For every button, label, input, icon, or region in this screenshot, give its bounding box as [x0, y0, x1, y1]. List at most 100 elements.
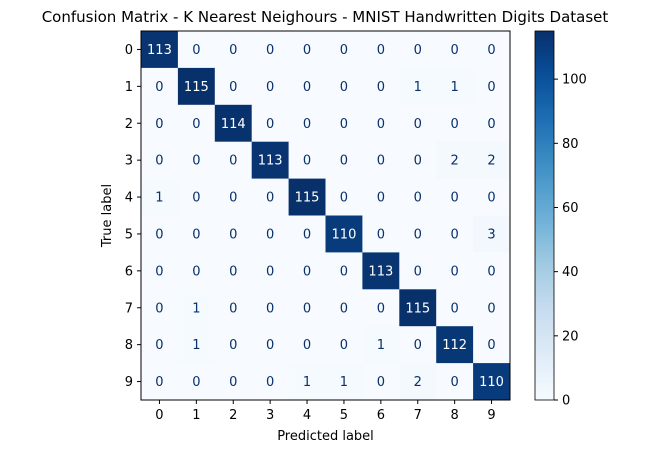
heatmap-cell-7-9 [473, 289, 511, 327]
cell-value-1-8: 1 [451, 80, 459, 95]
heatmap-cell-3-4 [288, 141, 326, 179]
heatmap-cell-3-2 [214, 141, 253, 179]
cell-value-0-2: 0 [229, 43, 237, 58]
cell-value-3-3: 113 [258, 154, 283, 169]
heatmap-cell-7-0 [141, 289, 179, 327]
cell-value-0-8: 0 [451, 43, 459, 58]
heatmap-cell-8-7 [399, 326, 437, 364]
cell-value-3-5: 0 [340, 154, 348, 169]
colorbar-ticks: 0 20 40 60 80 100 [554, 73, 587, 409]
heatmap-cell-2-0 [141, 104, 179, 143]
heatmap-cell-1-7 [399, 67, 437, 106]
cell-value-5-4: 0 [303, 227, 311, 242]
cell-value-5-9: 3 [487, 227, 495, 242]
cell-value-9-1: 0 [192, 375, 200, 390]
heatmap-cell-4-8 [436, 178, 474, 216]
cell-value-7-7: 115 [405, 301, 430, 316]
heatmap-cell-4-7 [399, 178, 437, 216]
heatmap-cell-6-2 [214, 252, 253, 290]
cell-value-6-0: 0 [155, 264, 163, 279]
cell-value-7-0: 0 [155, 301, 163, 316]
cell-value-3-1: 0 [192, 154, 200, 169]
heatmap-cell-4-2 [214, 178, 253, 216]
heatmap-cell-6-1 [177, 252, 216, 290]
cell-value-7-8: 0 [451, 301, 459, 316]
cell-value-7-1: 1 [192, 301, 200, 316]
cell-value-8-3: 0 [266, 338, 274, 353]
cell-value-2-3: 0 [266, 117, 274, 132]
x-tick-label-3: 3 [266, 408, 274, 423]
cell-value-7-2: 0 [229, 301, 237, 316]
cell-value-3-0: 0 [155, 154, 163, 169]
heatmap-cell-9-8 [436, 363, 474, 401]
heatmap-cell-6-5 [325, 252, 363, 290]
heatmap-cell-2-7 [399, 104, 437, 143]
heatmap-cell-6-3 [251, 252, 289, 290]
heatmap-cell-5-0 [141, 215, 179, 253]
heatmap-cell-5-1 [177, 215, 216, 253]
cell-value-8-6: 1 [377, 338, 385, 353]
cell-value-8-7: 0 [414, 338, 422, 353]
cell-value-7-5: 0 [340, 301, 348, 316]
heatmap-cell-6-7 [399, 252, 437, 290]
cell-value-7-4: 0 [303, 301, 311, 316]
heatmap-cell-7-2 [214, 289, 253, 327]
cell-value-5-1: 0 [192, 227, 200, 242]
cell-value-1-6: 0 [377, 80, 385, 95]
heatmap-cell-9-7 [399, 363, 437, 401]
y-axis-label: True label [100, 184, 115, 248]
cell-value-1-2: 0 [229, 80, 237, 95]
cell-value-1-3: 0 [266, 80, 274, 95]
chart-title: Confusion Matrix - K Nearest Neighours -… [42, 8, 609, 26]
cell-value-6-3: 0 [266, 264, 274, 279]
y-tick-label-8: 8 [125, 338, 133, 353]
heatmap-cell-2-5 [325, 104, 363, 143]
heatmap-cell-9-2 [214, 363, 253, 401]
heatmap-cell-0-1 [177, 31, 216, 69]
cell-value-2-6: 0 [377, 117, 385, 132]
cell-value-4-4: 115 [295, 191, 320, 206]
cell-value-6-6: 113 [368, 264, 393, 279]
cell-value-4-2: 0 [229, 191, 237, 206]
y-tick-label-3: 3 [125, 154, 133, 169]
y-tick-label-7: 7 [125, 301, 133, 316]
heatmap-cell-8-0 [141, 326, 179, 364]
heatmap-cell-8-1 [177, 326, 216, 364]
colorbar-tick-label-4: 80 [562, 137, 579, 152]
heatmap-cell-8-2 [214, 326, 253, 364]
heatmap-cell-9-3 [251, 363, 289, 401]
colorbar-tick-label-3: 60 [562, 201, 579, 216]
heatmap-cell-4-1 [177, 178, 216, 216]
cell-value-9-4: 1 [303, 375, 311, 390]
cell-value-0-5: 0 [340, 43, 348, 58]
cell-value-5-2: 0 [229, 227, 237, 242]
cell-value-4-5: 0 [340, 191, 348, 206]
heatmap-cell-1-3 [251, 67, 289, 106]
heatmap-cell-9-9 [473, 363, 511, 401]
colorbar-tick-label-1: 20 [562, 329, 579, 344]
heatmap-cell-6-0 [141, 252, 179, 290]
heatmap-cell-3-3 [251, 141, 289, 179]
heatmap-cell-7-3 [251, 289, 289, 327]
heatmap-cell-2-9 [473, 104, 511, 143]
cell-value-3-7: 0 [414, 154, 422, 169]
cell-value-9-8: 0 [451, 375, 459, 390]
heatmap-cell-0-9 [473, 31, 511, 69]
heatmap-cell-2-2 [214, 104, 253, 143]
plot-frame [140, 30, 511, 401]
cell-value-0-6: 0 [377, 43, 385, 58]
heatmap-cell-1-1 [177, 67, 216, 106]
heatmap-cell-2-8 [436, 104, 474, 143]
cell-value-4-0: 1 [155, 191, 163, 206]
y-tick-label-0: 0 [125, 43, 133, 58]
heatmap-cells [141, 31, 511, 401]
cell-value-7-6: 0 [377, 301, 385, 316]
x-tick-label-9: 9 [487, 408, 495, 423]
heatmap-cell-0-8 [436, 31, 474, 69]
x-tick-label-1: 1 [192, 408, 200, 423]
cell-value-5-0: 0 [155, 227, 163, 242]
cell-value-1-4: 0 [303, 80, 311, 95]
x-tick-label-4: 4 [303, 408, 311, 423]
cell-value-4-8: 0 [451, 191, 459, 206]
